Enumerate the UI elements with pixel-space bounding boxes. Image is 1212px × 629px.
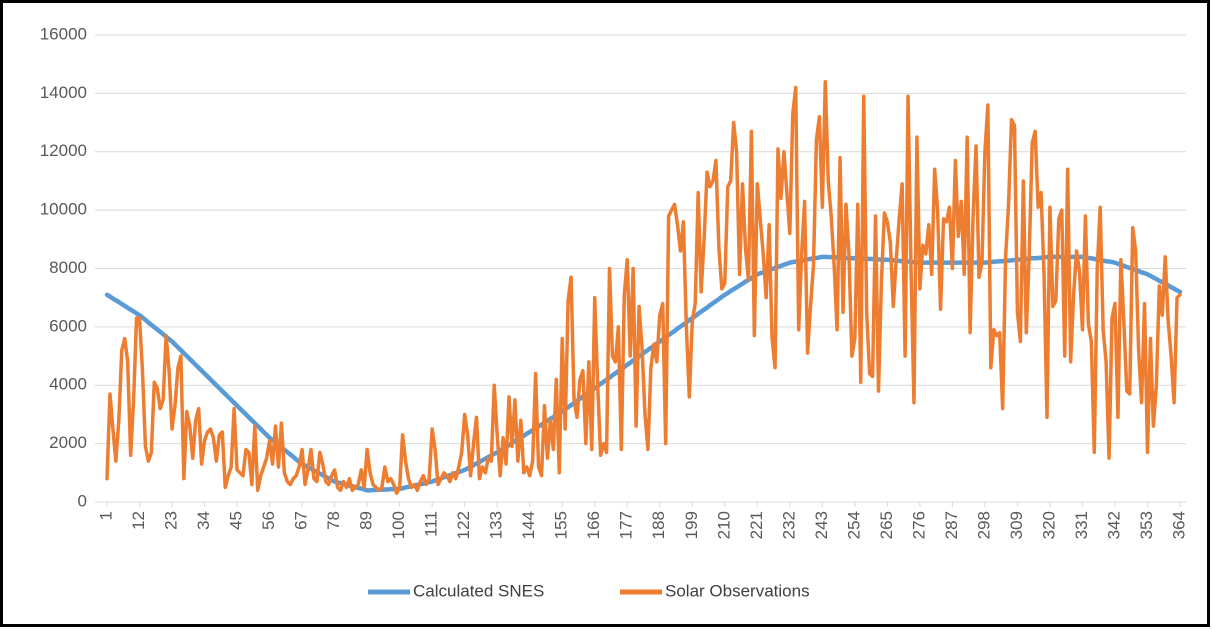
x-tick-label: 89 <box>357 511 376 530</box>
x-tick-label: 12 <box>129 511 148 530</box>
x-tick-label: 298 <box>974 511 993 539</box>
x-tick-label: 342 <box>1104 511 1123 539</box>
y-tick-label: 12000 <box>40 141 87 160</box>
x-tick-label: 331 <box>1072 511 1091 539</box>
y-tick-label: 4000 <box>49 375 87 394</box>
x-tick-label: 210 <box>714 511 733 539</box>
x-tick-label: 320 <box>1039 511 1058 539</box>
x-tick-label: 155 <box>552 511 571 539</box>
y-tick-label: 2000 <box>49 433 87 452</box>
x-tick-label: 45 <box>227 511 246 530</box>
x-tick-label: 353 <box>1137 511 1156 539</box>
y-tick-label: 6000 <box>49 316 87 335</box>
x-tick-label: 133 <box>487 511 506 539</box>
legend-label: Calculated SNES <box>413 581 544 600</box>
x-tick-label: 78 <box>324 511 343 530</box>
x-tick-label: 122 <box>454 511 473 539</box>
x-tick-label: 1 <box>96 511 115 520</box>
x-tick-label: 199 <box>682 511 701 539</box>
x-tick-label: 100 <box>389 511 408 539</box>
x-tick-label: 111 <box>422 511 441 537</box>
x-tick-label: 221 <box>747 511 766 539</box>
x-tick-label: 276 <box>909 511 928 539</box>
y-tick-label: 0 <box>78 491 87 510</box>
y-tick-label: 8000 <box>49 258 87 277</box>
x-tick-label: 34 <box>194 511 213 530</box>
x-tick-label: 309 <box>1007 511 1026 539</box>
x-tick-label: 177 <box>617 511 636 539</box>
x-tick-label: 23 <box>162 511 181 530</box>
x-tick-label: 232 <box>779 511 798 539</box>
x-tick-label: 364 <box>1169 511 1188 539</box>
x-tick-label: 188 <box>649 511 668 539</box>
x-tick-label: 254 <box>844 511 863 539</box>
series-line <box>105 79 1182 495</box>
legend-label: Solar Observations <box>665 581 810 600</box>
x-tick-label: 243 <box>812 511 831 539</box>
x-tick-label: 67 <box>292 511 311 530</box>
x-tick-label: 287 <box>942 511 961 539</box>
y-tick-label: 10000 <box>40 200 87 219</box>
x-tick-label: 56 <box>259 511 278 530</box>
y-tick-label: 16000 <box>40 24 87 43</box>
x-tick-label: 166 <box>584 511 603 539</box>
y-tick-label: 14000 <box>40 83 87 102</box>
x-tick-label: 265 <box>877 511 896 539</box>
x-tick-label: 144 <box>519 511 538 539</box>
